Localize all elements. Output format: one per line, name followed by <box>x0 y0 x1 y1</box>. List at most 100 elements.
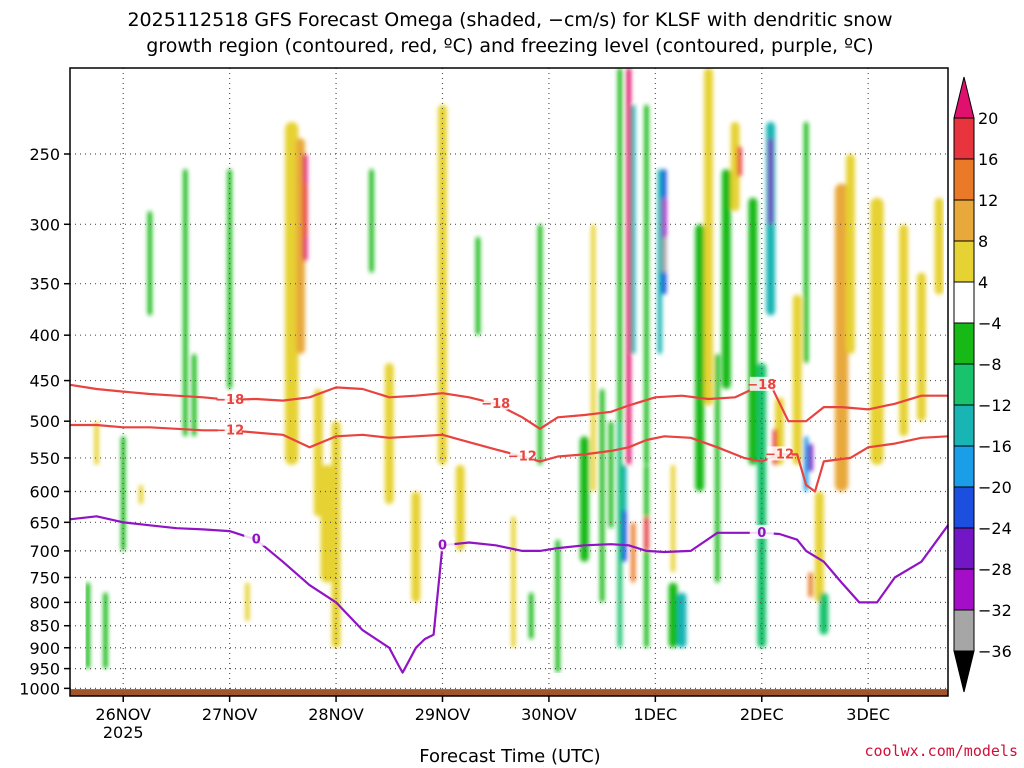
omega-cell <box>670 464 676 573</box>
colorbar-label: −20 <box>978 478 1012 497</box>
x-tick-label: 27NOV <box>202 705 258 724</box>
omega-cell <box>511 516 516 648</box>
contour-label: 0 <box>438 538 447 553</box>
chart-title-line1: 2025112518 GFS Forecast Omega (shaded, −… <box>127 9 892 31</box>
x-tick-label: 3DEC <box>846 705 890 724</box>
omega-cell <box>103 592 108 669</box>
omega-cell <box>934 197 944 295</box>
omega-cell <box>579 436 589 562</box>
credit-text: coolwx.com/models <box>864 742 1018 760</box>
omega-cell <box>899 224 909 437</box>
contour-label-bg <box>749 524 774 539</box>
omega-cell <box>704 68 713 406</box>
omega-cell <box>661 236 667 273</box>
omega-cell <box>183 169 188 437</box>
y-tick-label: 300 <box>29 215 60 234</box>
colorbar-label: 20 <box>978 109 998 128</box>
y-tick-label: 950 <box>29 660 60 679</box>
omega-cell <box>803 121 809 364</box>
colorbar-segment <box>953 281 975 324</box>
contour-label: −18 <box>215 393 244 408</box>
omega-cell <box>369 169 374 273</box>
contour-label: 0 <box>252 533 261 548</box>
omega-cell <box>591 224 596 492</box>
omega-cell <box>147 211 153 316</box>
omega-cell <box>85 582 90 669</box>
colorbar-label: 8 <box>978 232 988 251</box>
x-tick-label: 30NOV <box>521 705 577 724</box>
y-tick-label: 600 <box>29 482 60 501</box>
omega-cell <box>748 197 758 465</box>
colorbar-segment <box>953 445 975 488</box>
contour-label: −12 <box>215 423 244 438</box>
colorbar-segment <box>953 117 975 160</box>
colorbar-segment <box>953 240 975 283</box>
omega-cell <box>475 236 481 336</box>
contour-label-bg <box>430 537 455 552</box>
omega-cell <box>737 146 742 177</box>
omega-cell <box>384 363 394 505</box>
x-tick-label: 28NOV <box>308 705 364 724</box>
omega-cell <box>721 169 731 390</box>
colorbar-label: −32 <box>978 601 1012 620</box>
x-axis-label: Forecast Time (UTC) <box>419 746 600 767</box>
y-tick-label: 250 <box>29 145 60 164</box>
omega-cell <box>245 582 250 622</box>
contour-label-bg <box>483 395 508 410</box>
y-tick-label: 650 <box>29 513 60 532</box>
plot-area <box>70 68 948 696</box>
colorbar-label: −16 <box>978 437 1012 456</box>
temperature-contours: −18 −18 −18 −12 −12 −12 0 0 0 <box>69 376 949 674</box>
y-axis: 250 300 350 400 450 500 550 600 650 700 750 800 850 9… <box>19 145 70 698</box>
omega-cell <box>630 104 636 354</box>
omega-cell <box>644 464 649 648</box>
omega-cell <box>814 491 824 603</box>
omega-cell <box>792 294 802 465</box>
contour-label: −18 <box>481 397 510 412</box>
y-tick-label: 400 <box>29 326 60 345</box>
omega-cell <box>455 464 465 551</box>
colorbar: 20 16 12 8 4 −4 −8 −12 −16 −20 −24 −28 −32 −36 <box>953 76 1012 693</box>
colorbar-segment <box>953 199 975 242</box>
omega-cell <box>657 169 662 354</box>
colorbar-segment <box>953 568 975 611</box>
omega-cell <box>870 197 884 465</box>
contour-label: 0 <box>757 526 766 541</box>
colorbar-label: 12 <box>978 191 998 210</box>
y-tick-label: 1000 <box>19 679 60 698</box>
plot-frame <box>69 67 949 697</box>
omega-cell <box>916 272 926 422</box>
omega-cell <box>622 510 627 562</box>
contour-label: −12 <box>765 447 794 462</box>
omega-cell <box>630 522 636 583</box>
omega-cell <box>730 121 740 212</box>
omega-cell <box>768 138 773 225</box>
x-tick-sublabel: 2025 <box>103 723 144 742</box>
omega-cell <box>715 353 720 583</box>
colorbar-segment <box>953 404 975 447</box>
colorbar-segment <box>953 650 975 693</box>
x-tick-label: 26NOV <box>95 705 151 724</box>
omega-cell <box>644 104 649 465</box>
y-tick-label: 800 <box>29 593 60 612</box>
colorbar-segment <box>953 363 975 406</box>
omega-cell <box>617 68 623 465</box>
contour-dgz-12 <box>70 423 949 493</box>
colorbar-label: −36 <box>978 642 1012 661</box>
surface-terrain <box>70 689 948 696</box>
omega-cell <box>438 104 447 465</box>
omega-cell <box>138 484 144 505</box>
colorbar-label: −8 <box>978 355 1002 374</box>
omega-cell <box>626 68 631 465</box>
omega-cell <box>819 592 829 635</box>
colorbar-label: −24 <box>978 519 1012 538</box>
contour-label-bg <box>217 422 242 437</box>
contour-label-bg <box>244 531 269 546</box>
omega-cell <box>528 592 534 640</box>
y-tick-label: 500 <box>29 412 60 431</box>
x-tick-label: 29NOV <box>415 705 471 724</box>
colorbar-label: −4 <box>978 314 1002 333</box>
x-tick-label: 1DEC <box>633 705 677 724</box>
y-tick-label: 900 <box>29 639 60 658</box>
